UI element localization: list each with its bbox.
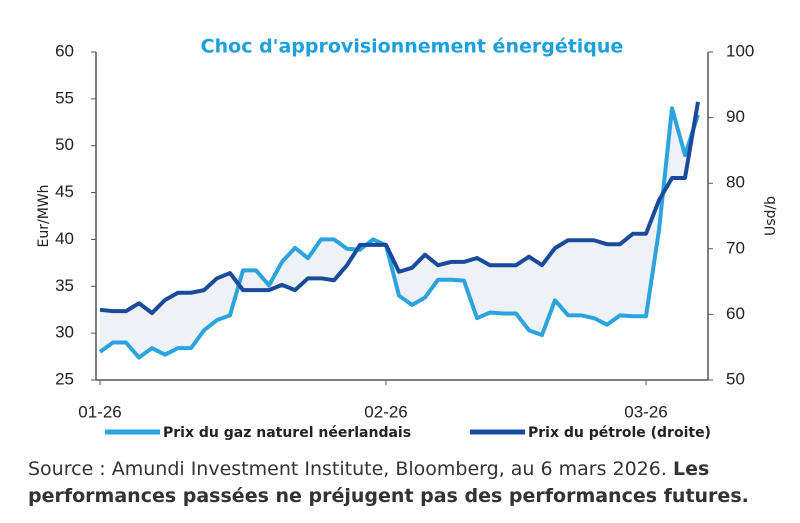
y-tick-label: 50 bbox=[55, 135, 74, 154]
y2-tick-label: 70 bbox=[726, 238, 745, 257]
y2-axis-label: Usd/b bbox=[763, 196, 779, 236]
x-tick-label: 03-26 bbox=[624, 402, 667, 421]
line bbox=[98, 106, 700, 360]
chart-title: Choc d'approvisionnement énergétique bbox=[201, 36, 624, 58]
y2-tick-label: 100 bbox=[726, 41, 754, 60]
source: Source : Amundi Investment Institute, Bl… bbox=[28, 456, 788, 510]
y-axis-label: Eur/MWh bbox=[36, 185, 52, 248]
y-tick-label: 25 bbox=[55, 369, 74, 388]
line bbox=[99, 101, 700, 316]
source-text: Source : Amundi Investment Institute, Bl… bbox=[28, 458, 667, 480]
y-tick-label: 30 bbox=[55, 323, 74, 342]
x-tick-label: 01-26 bbox=[78, 402, 121, 421]
chart: Choc d'approvisionnement énergétique Eur… bbox=[36, 36, 779, 442]
y2-tick-label: 80 bbox=[726, 173, 745, 192]
disclaimer: Les performances passées ne préjugent pa… bbox=[28, 458, 749, 507]
y2-tick-label: 50 bbox=[726, 369, 745, 388]
y2-tick-label: 90 bbox=[726, 107, 745, 126]
fill-between bbox=[100, 101, 698, 358]
y-tick-label: 35 bbox=[55, 276, 74, 295]
x-tick-label: 02-26 bbox=[364, 402, 407, 421]
y-tick-label: 45 bbox=[55, 182, 74, 201]
legend-label: Prix du pétrole (droite) bbox=[528, 425, 711, 441]
y2-tick-label: 60 bbox=[726, 304, 745, 323]
y-tick-label: 40 bbox=[55, 229, 74, 248]
legend-label: Prix du gaz naturel néerlandais bbox=[163, 425, 411, 441]
y-tick-label: 60 bbox=[55, 41, 74, 60]
y-tick-label: 55 bbox=[55, 88, 74, 107]
